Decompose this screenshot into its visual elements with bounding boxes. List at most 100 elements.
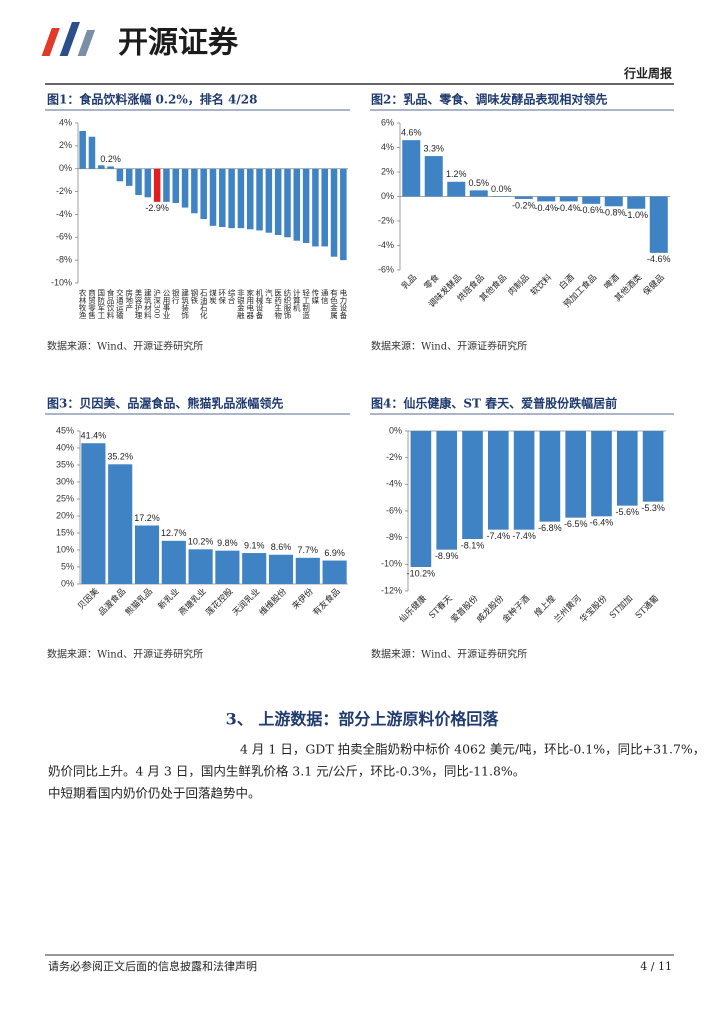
x-tick-label: 有友食品 bbox=[311, 586, 343, 618]
bar bbox=[330, 168, 338, 257]
page-number: 4 / 11 bbox=[640, 960, 672, 973]
value-label: 0.2% bbox=[100, 154, 121, 164]
x-tick-label: 仙乐健康 bbox=[397, 593, 429, 625]
bar bbox=[181, 168, 189, 208]
value-label: 3.3% bbox=[423, 143, 444, 153]
figure-title: 图3：贝因美、品渥食品、熊猫乳品涨幅领先 bbox=[47, 396, 283, 411]
x-tick-label: 食品饮料 bbox=[106, 288, 115, 321]
section-title: 3、 上游数据：部分上游原料价格回落 bbox=[226, 710, 500, 729]
value-label: 4.6% bbox=[401, 128, 422, 138]
x-tick-label: 机械设备 bbox=[255, 288, 264, 321]
bar bbox=[108, 464, 133, 584]
logo: 开源证券 bbox=[41, 22, 239, 61]
y-tick-label: -10% bbox=[381, 559, 402, 569]
value-label: -6.5% bbox=[564, 519, 588, 529]
bar bbox=[469, 190, 488, 197]
value-label: 41.4% bbox=[81, 431, 107, 441]
bar bbox=[125, 168, 133, 186]
x-tick-label: 非银金融 bbox=[236, 288, 245, 321]
x-tick-label: 金种子酒 bbox=[500, 593, 532, 625]
value-label: 8.6% bbox=[271, 542, 292, 552]
bar bbox=[616, 431, 638, 506]
value-label: -2.9% bbox=[145, 203, 169, 213]
value-label: -10.2% bbox=[407, 568, 436, 578]
y-tick-label: 5% bbox=[61, 561, 74, 571]
bar bbox=[649, 196, 668, 253]
x-tick-label: 建筑装饰 bbox=[180, 288, 189, 321]
bar bbox=[161, 540, 186, 584]
bar bbox=[312, 168, 319, 247]
figure-title: 图1：食品饮料涨幅 0.2%，排名 4/28 bbox=[47, 92, 257, 107]
bar bbox=[268, 554, 294, 584]
figure-title: 图4：仙乐健康、ST 春天、爱普股份跌幅居前 bbox=[371, 396, 617, 411]
x-tick-label: 公用事业 bbox=[162, 289, 171, 319]
x-tick-label: 来伊份 bbox=[290, 586, 316, 612]
value-label: 0.0% bbox=[491, 184, 512, 194]
x-tick-label: 传媒 bbox=[311, 288, 320, 306]
bar bbox=[246, 168, 254, 230]
x-tick-label: 零食 bbox=[422, 272, 442, 292]
bar bbox=[447, 181, 466, 197]
x-tick-label: 电力设备 bbox=[339, 288, 348, 321]
y-tick-label: -2% bbox=[56, 186, 72, 196]
bar bbox=[144, 168, 152, 198]
bar bbox=[81, 443, 106, 584]
bar bbox=[591, 431, 612, 517]
logo-stripe bbox=[77, 30, 96, 56]
bar bbox=[188, 549, 213, 584]
x-tick-label: 汽车 bbox=[264, 288, 273, 306]
y-tick-label: 4% bbox=[381, 142, 394, 152]
x-tick-label: 贝因美 bbox=[75, 586, 101, 612]
bar bbox=[163, 168, 170, 202]
logo-stripe bbox=[59, 22, 80, 56]
y-tick-label: 0% bbox=[381, 191, 394, 201]
x-tick-label: 维维股份 bbox=[257, 586, 289, 618]
bar bbox=[79, 131, 86, 169]
bar bbox=[284, 168, 291, 238]
x-tick-label: 石油石化 bbox=[199, 289, 208, 321]
bar bbox=[172, 168, 180, 203]
figure-source: 数据来源：Wind、开源证券研究所 bbox=[47, 340, 203, 353]
x-tick-label: 软饮料 bbox=[528, 272, 554, 298]
bar bbox=[228, 168, 235, 229]
y-tick-label: -6% bbox=[386, 505, 402, 515]
value-label: 17.2% bbox=[134, 513, 160, 523]
value-label: -7.4% bbox=[512, 531, 536, 541]
bar bbox=[462, 431, 483, 539]
report-tag: 行业周报 bbox=[623, 66, 672, 81]
figure-title: 图2：乳品、零食、调味发酵品表现相对领先 bbox=[371, 92, 607, 107]
y-tick-label: 30% bbox=[56, 476, 74, 486]
bar bbox=[487, 431, 509, 530]
bar bbox=[559, 196, 578, 202]
value-label: 12.7% bbox=[161, 528, 187, 538]
value-label: -0.8% bbox=[602, 208, 626, 218]
y-tick-label: 0% bbox=[61, 578, 74, 588]
value-label: -0.4% bbox=[557, 203, 581, 213]
bar bbox=[215, 550, 240, 584]
y-tick-label: 2% bbox=[59, 140, 72, 150]
bar bbox=[98, 165, 105, 169]
value-label: -5.3% bbox=[641, 503, 665, 513]
figure-source: 数据来源：Wind、开源证券研究所 bbox=[371, 340, 527, 353]
x-tick-label: 沪深300 bbox=[152, 288, 161, 319]
bar bbox=[539, 431, 561, 522]
bar bbox=[135, 168, 142, 195]
bar bbox=[274, 168, 282, 235]
y-tick-label: 0% bbox=[389, 425, 402, 435]
y-tick-label: 20% bbox=[56, 510, 74, 520]
bar bbox=[209, 168, 217, 226]
x-tick-label: 建筑材料 bbox=[143, 288, 152, 321]
disclaimer: 请务必参阅正文后面的信息披露和法律声明 bbox=[48, 959, 257, 973]
value-label: -0.6% bbox=[579, 205, 603, 215]
x-tick-label: 品渥食品 bbox=[96, 586, 128, 618]
value-label: -0.4% bbox=[534, 203, 558, 213]
bar bbox=[293, 168, 301, 241]
x-tick-label: 农林牧渔 bbox=[78, 288, 87, 320]
x-tick-label: 爱普股份 bbox=[449, 593, 481, 625]
value-label: 35.2% bbox=[107, 452, 133, 462]
x-tick-label: 计算机 bbox=[292, 288, 301, 313]
y-tick-label: -2% bbox=[378, 215, 394, 225]
bar bbox=[219, 168, 226, 227]
bar bbox=[295, 557, 320, 584]
